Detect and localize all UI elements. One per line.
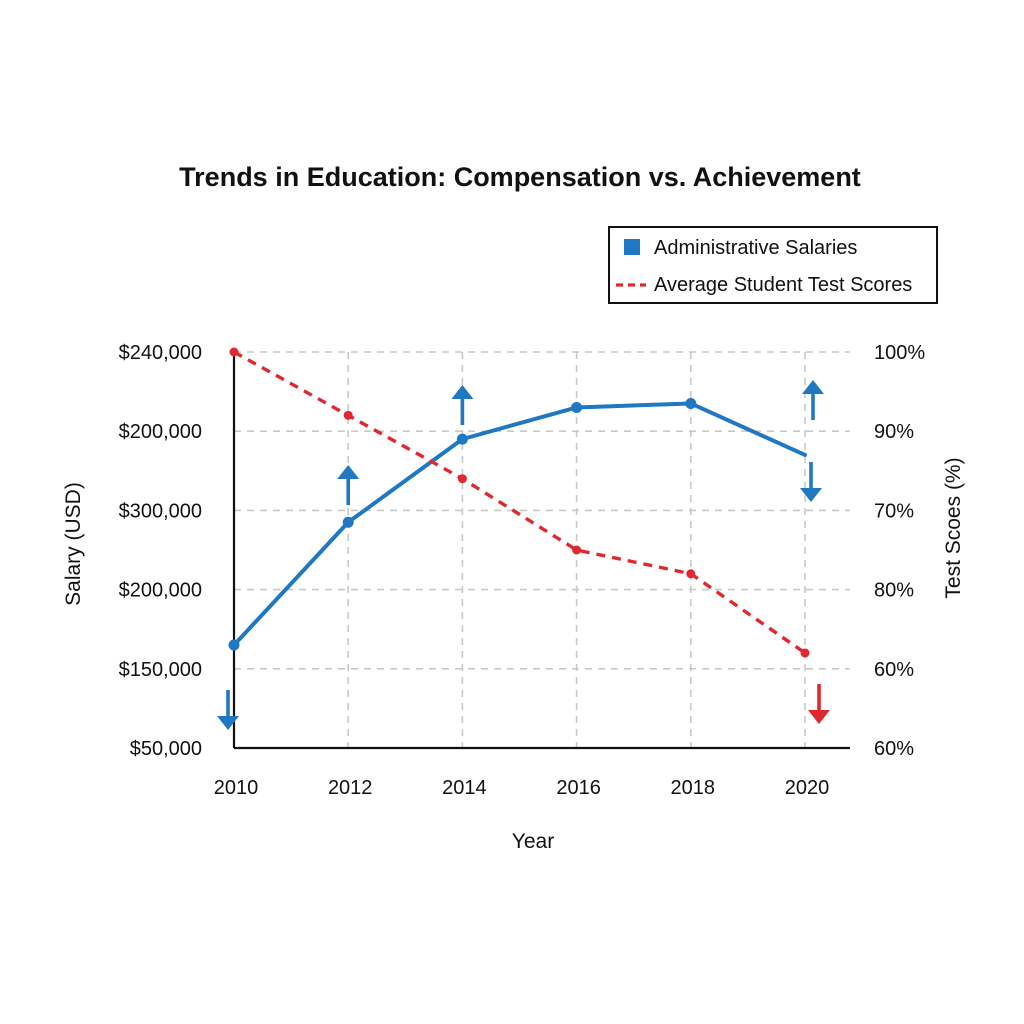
x-tick-label: 2014 bbox=[442, 777, 487, 799]
chart-title: Trends in Education: Compensation vs. Ac… bbox=[179, 162, 861, 192]
legend: Administrative Salaries Average Student … bbox=[608, 226, 938, 304]
legend-label-average-student-test-scores: Average Student Test Scores bbox=[654, 274, 912, 296]
y-tick-label-right: 60% bbox=[874, 738, 914, 760]
series-line-administrative-salaries bbox=[232, 401, 807, 648]
x-tick-label: 2016 bbox=[556, 777, 601, 799]
trend-arrow-head bbox=[217, 716, 239, 730]
y-tick-label-left: $240,000 bbox=[119, 342, 202, 364]
data-point-average-student-test-scores bbox=[343, 410, 353, 420]
y-tick-label-left: $150,000 bbox=[119, 659, 202, 681]
trend-arrow-head bbox=[808, 710, 830, 724]
data-point-administrative-salaries bbox=[685, 397, 697, 409]
data-point-administrative-salaries bbox=[571, 401, 583, 413]
y-tick-label-right: 80% bbox=[874, 580, 914, 602]
x-axis-label: Year bbox=[512, 830, 554, 853]
x-tick-label: 2012 bbox=[328, 777, 373, 799]
y-tick-label-left: $200,000 bbox=[119, 421, 202, 443]
y-tick-label-left: $300,000 bbox=[119, 500, 202, 522]
x-tick-label: 2010 bbox=[214, 777, 259, 799]
y-tick-label-right: 70% bbox=[874, 500, 914, 522]
trend-arrow-head bbox=[800, 488, 822, 502]
data-point-administrative-salaries bbox=[228, 639, 240, 651]
trend-arrow-up bbox=[337, 465, 360, 505]
data-point-administrative-salaries bbox=[456, 433, 468, 445]
trend-arrow-up bbox=[451, 385, 474, 425]
data-point-average-student-test-scores bbox=[686, 569, 696, 579]
data-point-average-student-test-scores bbox=[572, 545, 582, 555]
data-point-administrative-salaries bbox=[342, 516, 354, 528]
trend-arrow-down bbox=[217, 690, 239, 730]
data-point-average-student-test-scores bbox=[457, 474, 467, 484]
data-point-average-student-test-scores bbox=[229, 347, 239, 357]
y-tick-label-right: 90% bbox=[874, 421, 914, 443]
trend-arrow-up bbox=[802, 380, 824, 420]
legend-swatch-administrative-salaries bbox=[624, 239, 640, 255]
y-tick-label-left: $200,000 bbox=[119, 580, 202, 602]
y-tick-label-right: 60% bbox=[874, 659, 914, 681]
trend-arrow-down bbox=[808, 684, 830, 724]
grid bbox=[234, 351, 850, 748]
legend-label-administrative-salaries: Administrative Salaries bbox=[654, 237, 857, 259]
y-axis-label-left: Salary (USD) bbox=[62, 482, 85, 606]
y-axis-label-right: Test Scoes (%) bbox=[942, 457, 965, 598]
x-tick-label: 2018 bbox=[671, 777, 716, 799]
trend-arrows bbox=[217, 380, 830, 730]
trend-arrow-head bbox=[337, 465, 360, 479]
x-tick-label: 2020 bbox=[785, 777, 830, 799]
trend-arrow-head bbox=[451, 385, 474, 399]
y-tick-label-right: 100% bbox=[874, 342, 925, 364]
trend-arrow-down bbox=[800, 462, 822, 502]
legend-box bbox=[608, 226, 938, 304]
trend-arrow-head bbox=[802, 380, 824, 394]
y-tick-label-left: $50,000 bbox=[130, 738, 202, 760]
series-line-average-student-test-scores bbox=[233, 350, 806, 655]
tick-labels: $240,000 $200,000 $300,000 $200,000 $150,000… bbox=[119, 342, 926, 799]
data-point-average-student-test-scores bbox=[800, 648, 810, 658]
series bbox=[228, 347, 810, 658]
